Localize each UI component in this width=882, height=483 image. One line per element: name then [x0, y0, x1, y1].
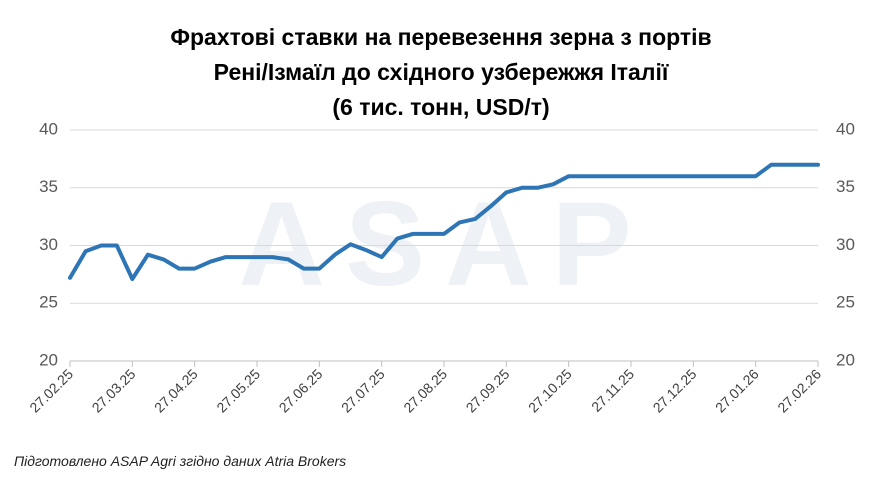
x-tick-label: 27.03.25: [89, 366, 139, 416]
data-line: [68, 162, 820, 281]
y-tick-label: 25: [39, 293, 58, 312]
x-tick-label: 27.02.25: [26, 366, 76, 416]
x-tick-label: 27.08.25: [400, 366, 450, 416]
y-tick-label: 35: [39, 177, 58, 196]
x-tick-label: 27.04.25: [151, 366, 201, 416]
chart-title: Рені/Ізмаїл до східного узбережжя Італії: [214, 59, 669, 85]
x-tick-label: 27.06.25: [276, 366, 326, 416]
y2-tick-label: 30: [836, 235, 855, 254]
y-tick-label: 40: [39, 119, 58, 138]
y2-tick-label: 40: [836, 119, 855, 138]
y-tick-label: 30: [39, 235, 58, 254]
y2-tick-label: 35: [836, 177, 855, 196]
x-tick-label: 27.07.25: [338, 366, 388, 416]
y-tick-label: 20: [39, 350, 58, 369]
y2-tick-label: 20: [836, 350, 855, 369]
watermark: ASAP: [238, 177, 651, 311]
x-tick-label: 27.12.25: [650, 366, 700, 416]
y2-tick-label: 25: [836, 293, 855, 312]
x-tick-label: 27.11.25: [588, 366, 637, 415]
source-note: Підготовлено ASAP Agri згідно даних Atri…: [14, 453, 346, 469]
chart-title: Фрахтові ставки на перевезення зерна з п…: [170, 24, 711, 50]
x-tick-label: 27.05.25: [213, 366, 263, 416]
x-tick-label: 27.01.26: [712, 366, 762, 416]
x-tick-label: 27.10.25: [525, 366, 575, 416]
chart-title: (6 тис. тонн, USD/т): [332, 94, 549, 120]
x-tick-label: 27.02.26: [774, 366, 824, 416]
x-tick-label: 27.09.25: [463, 366, 513, 416]
